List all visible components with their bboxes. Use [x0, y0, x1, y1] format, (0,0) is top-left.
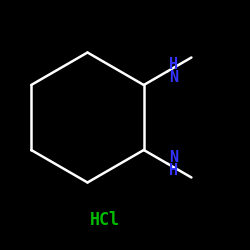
Text: HCl: HCl — [90, 211, 120, 229]
Text: H
N: H N — [169, 57, 178, 85]
Text: N
H: N H — [169, 150, 178, 178]
